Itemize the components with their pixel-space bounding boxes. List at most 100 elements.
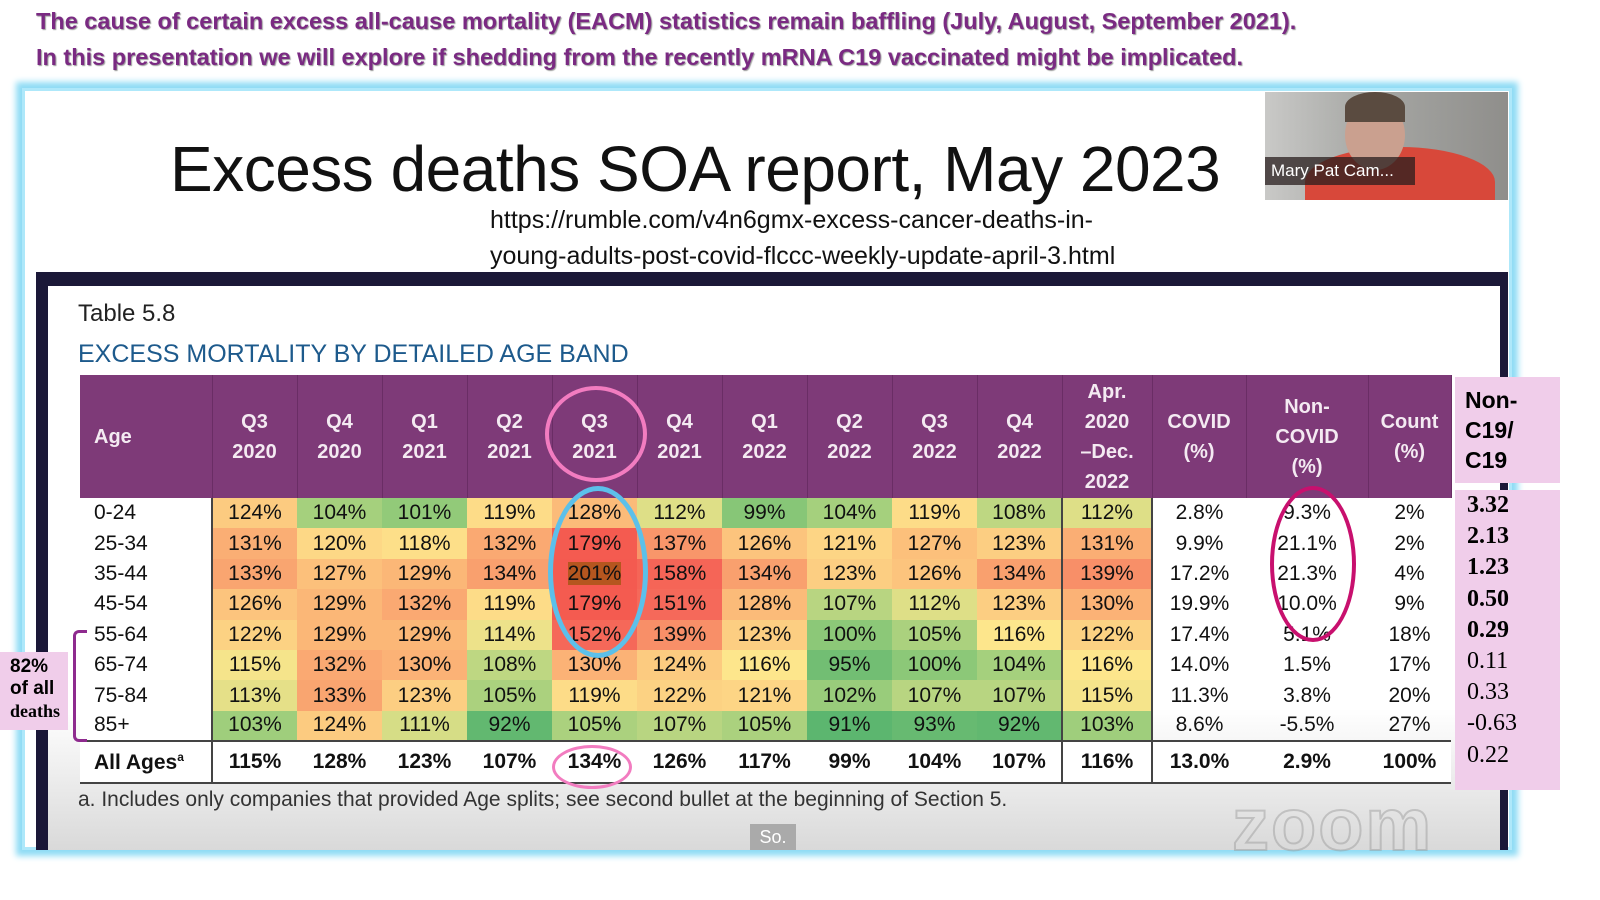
value-cell: 107% — [807, 589, 892, 620]
column-header-line: COVID — [1275, 425, 1339, 448]
column-header-line: Non- — [1284, 395, 1330, 418]
value-cell: 105% — [722, 710, 807, 742]
column-header-line: 2022 — [912, 440, 957, 463]
ratio-value: 0.33 — [1467, 679, 1509, 706]
ratio-values: 3.32 2.13 1.23 0.50 0.29 0.11 0.33 -0.63 0.22 — [1455, 490, 1560, 790]
column-header: Count (%) — [1368, 375, 1452, 498]
value-cell: 107% — [637, 710, 722, 742]
value-cell: 114% — [467, 619, 552, 650]
column-header-line: 2020 — [1084, 410, 1130, 433]
value-cell: 8.6% — [1175, 713, 1224, 737]
value-cell: 101% — [382, 498, 467, 529]
ratio-value: 0.22 — [1467, 741, 1509, 768]
column-header-line: 2022 — [827, 440, 872, 463]
value-cell: 126% — [892, 558, 977, 590]
value-cell: 134% — [722, 558, 807, 590]
value-cell: 27% — [1388, 713, 1431, 737]
column-header-line: COVID — [1167, 410, 1231, 433]
value-cell: 123% — [722, 619, 807, 650]
value-cell: 122% — [212, 619, 297, 650]
age-bracket — [73, 630, 87, 742]
value-cell: 128% — [722, 589, 807, 620]
value-cell: 112% — [1062, 498, 1153, 529]
value-cell: 132% — [382, 589, 467, 620]
table-row: 0-24 124% 104% 101% 119% 128% 112% 99% 104% 119% 1… — [80, 498, 1451, 529]
value-cell: 1.5% — [1283, 653, 1331, 677]
column-header-line: 2021 — [402, 440, 447, 463]
value-cell: 18% — [1388, 622, 1431, 646]
value-cell: 131% — [212, 528, 297, 559]
column-header: Q3 2021 — [552, 375, 638, 498]
column-header-line: (%) — [1183, 440, 1215, 463]
ratio-header-line: C19 — [1465, 447, 1508, 473]
all-ages-value: 134% — [552, 740, 637, 785]
column-header-line: Q1 — [751, 410, 778, 433]
value-cell: 9.3% — [1283, 501, 1331, 525]
value-cell: 129% — [382, 619, 467, 650]
table-row: 35-44 133% 127% 129% 134% 201% 158% 134% 123% 126… — [80, 558, 1451, 590]
column-header: Q2 2022 — [807, 375, 893, 498]
all-ages-value: 99% — [807, 740, 892, 785]
value-cell: 123% — [977, 589, 1063, 620]
age-band-cell: 0-24 — [80, 498, 213, 529]
source-url-line-2[interactable]: young-adults-post-covid-flccc-weekly-upd… — [490, 242, 1116, 270]
all-ages-value: 13.0% — [1152, 740, 1246, 785]
value-cell: 139% — [637, 619, 722, 650]
value-cell: 134% — [977, 558, 1063, 590]
value-cell: 108% — [977, 498, 1063, 529]
value-cell: 119% — [552, 680, 637, 711]
age-band-cell: 55-64 — [80, 619, 213, 650]
all-ages-value: 128% — [297, 740, 382, 785]
share-of-deaths-note: 82% of all deaths — [0, 652, 68, 730]
value-cell: 122% — [637, 680, 722, 711]
value-cell: 129% — [297, 589, 382, 620]
all-ages-row: All Agesa 115% 128% 123% 107% 134% 126% 117% 99%… — [80, 740, 1451, 785]
caption-overlay: So. — [750, 824, 796, 850]
value-cell: 92% — [977, 710, 1063, 742]
value-cell: 116% — [1062, 649, 1153, 681]
column-header-line: 2022 — [997, 440, 1042, 463]
value-cell: 120% — [297, 528, 382, 559]
column-header: Age — [80, 375, 213, 498]
table-footnote: a. Includes only companies that provided… — [78, 788, 1008, 811]
value-cell: 126% — [212, 589, 297, 620]
value-cell: 116% — [977, 619, 1063, 650]
column-header-line: Q3 — [241, 410, 268, 433]
column-header: Q2 2021 — [467, 375, 553, 498]
value-cell: 103% — [212, 710, 297, 742]
column-header-line: Q3 — [921, 410, 948, 433]
value-cell: 92% — [467, 710, 552, 742]
age-band-cell: 25-34 — [80, 528, 213, 559]
column-header: Q3 2022 — [892, 375, 978, 498]
table-header-row: Age Q3 2020 Q4 2020 Q1 2021 Q2 2021 Q3 2021 Q4 2021 Q… — [80, 375, 1452, 498]
value-cell: 112% — [637, 498, 722, 529]
value-cell: 99% — [722, 498, 807, 529]
column-header-line: Q2 — [496, 410, 523, 433]
value-cell: 123% — [977, 528, 1063, 559]
value-cell: 115% — [212, 649, 297, 681]
value-cell: 17.4% — [1169, 622, 1230, 646]
value-cell: 17.2% — [1169, 561, 1230, 585]
table-title: EXCESS MORTALITY BY DETAILED AGE BAND — [78, 340, 629, 368]
column-header-line: (%) — [1291, 455, 1323, 478]
value-cell: 104% — [807, 498, 892, 529]
value-cell: 139% — [1062, 558, 1153, 590]
column-header-line: Q2 — [836, 410, 863, 433]
source-url-line-1[interactable]: https://rumble.com/v4n6gmx-excess-cancer… — [490, 206, 1094, 234]
value-cell: 104% — [977, 649, 1063, 681]
all-ages-value: 123% — [382, 740, 467, 785]
note-line: 82% — [10, 656, 49, 677]
value-cell: 105% — [892, 619, 977, 650]
value-cell: 107% — [977, 680, 1063, 711]
value-cell: 100% — [892, 649, 977, 681]
all-ages-value: 126% — [637, 740, 722, 785]
value-cell: 130% — [382, 649, 467, 681]
column-header-line: Age — [94, 425, 132, 448]
value-cell: 132% — [297, 649, 382, 681]
column-header: Q1 2021 — [382, 375, 468, 498]
column-header-line: 2022 — [742, 440, 787, 463]
all-ages-value: 116% — [1062, 740, 1153, 785]
value-cell: 151% — [637, 589, 722, 620]
value-cell: 133% — [297, 680, 382, 711]
column-header: Q3 2020 — [212, 375, 298, 498]
